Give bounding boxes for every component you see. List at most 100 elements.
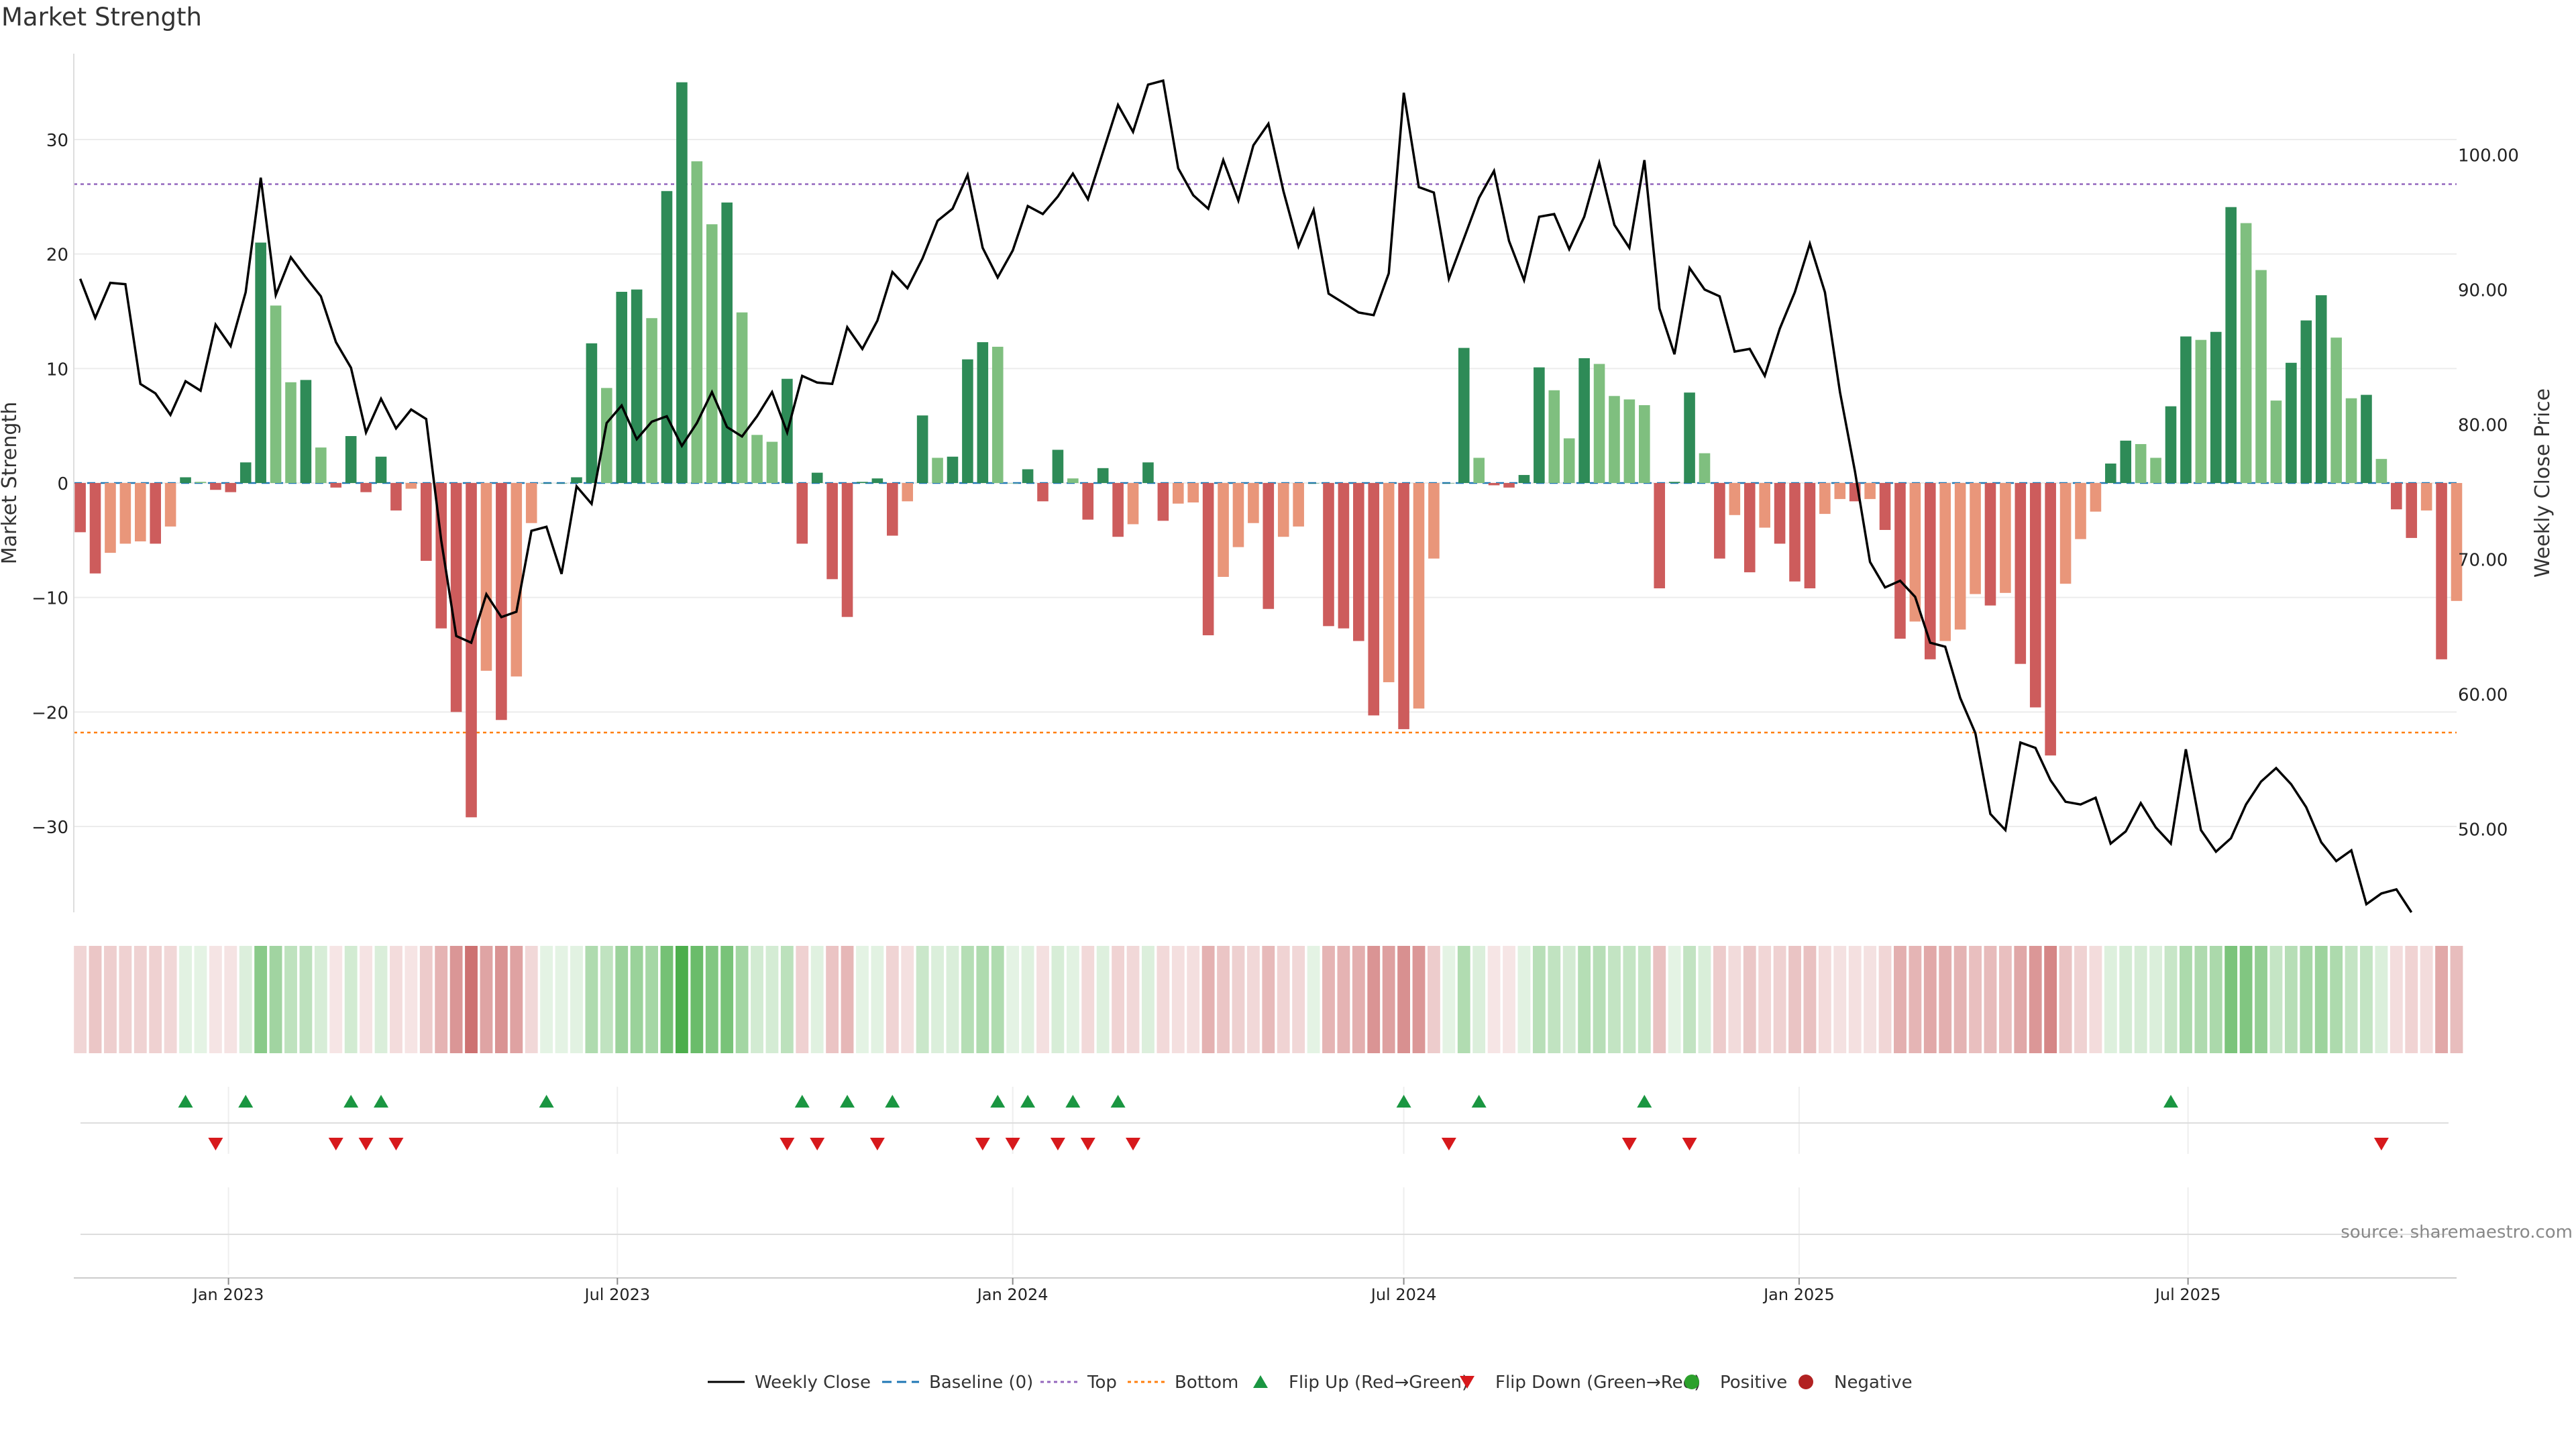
strength-bar [977, 342, 989, 483]
strength-bar [480, 483, 492, 671]
heat-cell [1201, 946, 1215, 1053]
strength-bar [736, 312, 748, 483]
strength-bar [255, 242, 266, 483]
heat-cell [525, 946, 538, 1053]
heat-cell [2089, 946, 2102, 1053]
heat-cell [269, 946, 282, 1053]
legend-item-flip_down: Flip Down (Green→Red) [1460, 1373, 1701, 1393]
x-tick-label: Jul 2023 [583, 1285, 650, 1304]
flip-up-marker [2163, 1095, 2179, 1108]
heat-cell [465, 946, 478, 1053]
strength-bar [871, 478, 883, 483]
flip-down-marker [388, 1138, 404, 1150]
heat-cell [2345, 946, 2358, 1053]
strength-bar [751, 435, 763, 483]
flip-up-marker [343, 1095, 359, 1108]
strength-bar [721, 202, 733, 483]
strength-bar [1729, 483, 1741, 515]
legend-item-bottom: Bottom [1128, 1373, 1238, 1393]
heat-cell [615, 946, 629, 1053]
legend-item-weekly_close: Weekly Close [708, 1373, 871, 1393]
heat-cell [194, 946, 207, 1053]
strength-bar [947, 456, 959, 483]
heat-cell [901, 946, 914, 1053]
strength-bars [74, 82, 2463, 818]
flip-down-marker [975, 1138, 990, 1150]
strength-bar [2150, 458, 2161, 483]
heat-cell [1307, 946, 1320, 1053]
flip-up-marker [990, 1095, 1006, 1108]
strength-bar [1307, 483, 1320, 484]
heat-cell [1638, 946, 1651, 1053]
strength-bar [2375, 459, 2387, 483]
heat-cell [1367, 946, 1381, 1053]
strength-bar [1323, 483, 1334, 627]
strength-bar [375, 456, 387, 483]
heat-cell [1517, 946, 1531, 1053]
flip-markers [80, 1095, 2449, 1235]
flip-down-marker [358, 1138, 374, 1150]
heat-cell [2450, 946, 2463, 1053]
grid-layer [74, 139, 2457, 1275]
heat-cell [856, 946, 869, 1053]
flip-down-marker [1080, 1138, 1095, 1150]
y-tick-label: −30 [32, 818, 68, 838]
strength-bar [1954, 483, 1966, 630]
strength-bar [525, 483, 537, 523]
heat-cell [1998, 946, 2012, 1053]
strength-bar [2165, 406, 2177, 483]
strength-bar [571, 477, 582, 483]
heat-cell [2180, 946, 2192, 1053]
strength-bar [1097, 468, 1109, 483]
legend-item-negative: Negative [1799, 1373, 1913, 1393]
strength-bar [345, 436, 357, 483]
strength-bar [1609, 396, 1620, 483]
strength-bar [1924, 483, 1936, 659]
flip-up-marker [374, 1095, 389, 1108]
strength-bar [1668, 482, 1680, 483]
x-tick-label: Jan 2025 [1762, 1285, 1835, 1304]
strength-bar [1082, 483, 1094, 520]
strength-bar [2406, 483, 2418, 538]
heat-cell [1277, 946, 1290, 1053]
heat-cell [374, 946, 388, 1053]
strength-bar [1398, 483, 1409, 729]
strength-bar [1007, 483, 1018, 484]
strength-bar [916, 415, 928, 483]
heat-cell [1698, 946, 1711, 1053]
heat-cell [1864, 946, 1877, 1053]
heat-cell [1818, 946, 1831, 1053]
heat-cell [2104, 946, 2117, 1053]
heat-cell [841, 946, 854, 1053]
heat-cell [2059, 946, 2072, 1053]
legend-label: Top [1087, 1373, 1117, 1393]
legend-label: Bottom [1175, 1373, 1238, 1393]
strength-bar [1684, 392, 1695, 483]
strength-bar [887, 483, 898, 536]
heat-cell [1773, 946, 1786, 1053]
strength-bar [1488, 483, 1500, 486]
heat-cell [1021, 946, 1034, 1053]
heat-cell [494, 946, 508, 1053]
heat-cell [991, 946, 1004, 1053]
heat-cell [2330, 946, 2343, 1053]
strength-bar [1593, 364, 1605, 483]
heat-cell [1578, 946, 1591, 1053]
heat-cell [735, 946, 749, 1053]
heat-cell [826, 946, 839, 1053]
strength-bar [1202, 483, 1214, 635]
strength-bar [2240, 223, 2252, 483]
heat-cell [1412, 946, 1426, 1053]
heat-cell [1939, 946, 1952, 1053]
strength-bar [2330, 337, 2342, 483]
strength-bar [2225, 207, 2237, 483]
strength-bar [586, 343, 598, 483]
heat-cell [254, 946, 268, 1053]
strength-bar [826, 483, 838, 580]
strength-bar [2300, 320, 2312, 483]
strength-bar [1894, 483, 1906, 639]
strength-bar [932, 458, 943, 483]
strength-bar [1187, 483, 1199, 503]
heat-cell [645, 946, 658, 1053]
strength-bar [1518, 475, 1530, 483]
